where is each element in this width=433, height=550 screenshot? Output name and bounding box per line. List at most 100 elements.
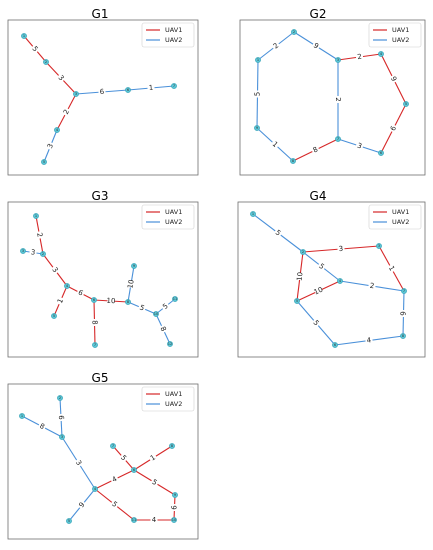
edge-weight-label: 3	[74, 459, 83, 467]
edge-weight-bg	[253, 90, 262, 98]
graph-node-label: 2	[302, 250, 304, 254]
graph-node	[291, 29, 297, 35]
graph-g4-title: G4	[309, 189, 327, 203]
graph-panel-g5: 8 6 3 9 4 5 1 5 6 4 5 1 2 3 4 5 6 7 8 9 10 11 UAV1 UAV2	[7, 383, 199, 540]
graph-node	[131, 467, 137, 473]
edge-weight-bg	[365, 336, 373, 345]
graph-node-label: 10	[154, 312, 158, 316]
edge-weight-bg	[388, 74, 399, 84]
edge-weight-bg	[107, 296, 115, 306]
edge-weight-label: 10	[126, 279, 135, 289]
graph-g1-title: G1	[91, 7, 109, 21]
graph-node	[43, 59, 49, 65]
edge-weight-bg	[147, 452, 159, 464]
edge-weight-bg	[367, 281, 377, 291]
legend-label-uav1: UAV1	[165, 26, 182, 34]
graph-node	[54, 127, 60, 133]
edge-weight-bg	[126, 279, 136, 289]
graph-node-label: 4	[380, 52, 383, 56]
graph-node	[92, 342, 98, 348]
edge-weight-bg	[310, 317, 322, 329]
edge-weight-bg	[76, 499, 88, 511]
graph-panel-g4: 5 3 1 9 4 5 10 10 5 2 1 2 3 4 5 6 7 8 UAV1 UAV2	[237, 201, 426, 358]
edge-weight-label: 8	[38, 422, 46, 431]
graph-panel-g2: 2 9 2 9 6 3 8 1 5 2 1 2 3 4 5 6 7 8 9 UAV1 UAV2	[239, 19, 426, 176]
graph-node-label: 7	[173, 84, 175, 88]
edge-weight-label: 8	[312, 145, 320, 154]
edge-weight-label: 6	[77, 288, 85, 297]
edge-weight-bg	[388, 123, 399, 134]
edge-weight-label: 2	[357, 53, 363, 62]
graph-node	[153, 311, 159, 317]
graph-node-label: 4	[94, 487, 97, 491]
edge-weight-label: 8	[158, 325, 167, 332]
graph-frame	[7, 383, 199, 540]
graph-node	[335, 57, 341, 63]
edge-weight-label: 10	[106, 297, 115, 306]
edge-weight-label: 3	[338, 245, 343, 253]
edge-weight-bg	[354, 141, 365, 151]
edge-weight-bg	[355, 52, 364, 62]
legend-label-uav2: UAV2	[165, 36, 182, 44]
edge-weight-bg	[109, 499, 120, 510]
edge-weight-bg	[73, 457, 84, 469]
edge-weight-label: 6	[57, 415, 65, 420]
edge-weight-bg	[90, 318, 99, 327]
graph-node	[91, 297, 97, 303]
edge-weight-bg	[310, 40, 322, 52]
legend-box	[368, 22, 422, 48]
legend-label-uav1: UAV1	[392, 26, 409, 34]
graph-g2-title: G2	[309, 7, 327, 21]
edge-weight-label: 1	[149, 453, 157, 462]
edge-weight-bg	[295, 272, 305, 281]
legend-box	[141, 386, 195, 412]
graph-node-label: 1	[35, 214, 37, 218]
edge-weight-label: 3	[356, 142, 363, 151]
graph-node-label: 6	[127, 88, 129, 92]
graph-node	[172, 492, 178, 498]
graph-node-label: 2	[293, 30, 295, 34]
graph-node-label: 6	[334, 343, 336, 347]
graph-node-label: 6	[380, 151, 382, 155]
edge-weight-label: 3	[57, 74, 66, 83]
graph-node	[57, 395, 63, 401]
edge-weight-bg	[386, 263, 397, 274]
graph-node-label: 1	[257, 58, 259, 62]
graph-node	[51, 313, 57, 319]
graph-node-label: 5	[405, 102, 407, 106]
graph-node	[255, 57, 261, 63]
graph-node-label: 9	[133, 264, 135, 268]
graph-node-label: 8	[127, 300, 129, 304]
edge-weight-label: 5	[138, 303, 145, 312]
edge-weight-label: 10	[313, 285, 324, 296]
edge-weight-label: 9	[389, 75, 398, 83]
graph-g5-title: G5	[91, 371, 109, 385]
legend-label-uav1: UAV1	[392, 208, 409, 216]
graph-node	[19, 413, 25, 419]
graph-node-label: 7	[112, 444, 114, 448]
edge-weight-bg	[109, 474, 120, 485]
edge-weight-label: 6	[170, 505, 178, 510]
graph-node	[64, 283, 70, 289]
graph-node-label: 3	[22, 249, 24, 253]
graph-node	[250, 211, 256, 217]
edge-weight-bg	[272, 227, 284, 239]
edge-weight-bg	[34, 230, 45, 240]
edge-weight-label: 1	[148, 84, 153, 92]
graph-node	[378, 150, 384, 156]
graph-node	[376, 243, 382, 249]
edge-weight-bg	[399, 309, 408, 318]
legend-label-uav2: UAV2	[392, 218, 409, 226]
graph-node-label: 2	[59, 396, 61, 400]
graph-node-label: 11	[132, 518, 136, 522]
edge-weight-label: 5	[119, 454, 128, 463]
edge-weight-label: 4	[366, 336, 372, 345]
graph-node-label: 1	[252, 212, 254, 216]
graph-node-label: 1	[21, 414, 23, 418]
edge-weight-label: 9	[399, 311, 407, 316]
edge-weight-label: 10	[295, 272, 304, 282]
edge-weight-bg	[55, 296, 66, 306]
graph-node-label: 7	[403, 289, 405, 293]
edge-weight-label: 5	[274, 228, 282, 237]
edge-weight-label: 5	[253, 92, 261, 97]
